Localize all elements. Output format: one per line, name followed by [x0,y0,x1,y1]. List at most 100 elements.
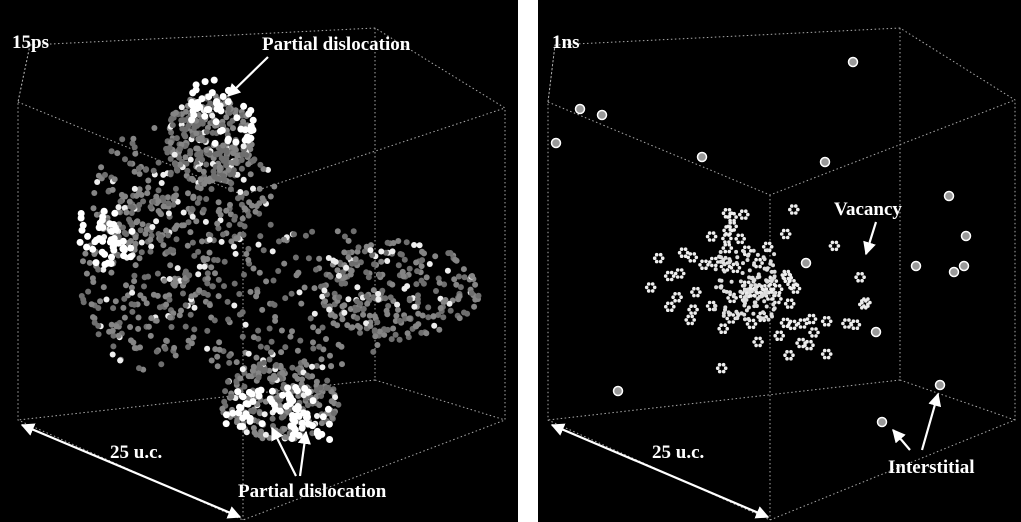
atom [216,277,222,283]
atom [298,301,304,307]
atom [153,194,159,200]
atom [190,195,196,201]
atom [79,227,86,234]
atom [779,331,783,335]
atom [746,258,750,262]
atom [810,334,814,338]
atom [243,190,249,196]
atom [835,241,839,245]
atom [253,293,259,299]
atom [310,324,316,330]
atom [723,262,727,266]
atom [327,353,333,359]
atom [803,325,807,329]
atom [736,270,740,274]
atom [336,273,342,279]
atom [742,250,746,254]
atom [301,358,307,364]
atom [765,305,769,309]
atom [696,294,700,298]
atom [237,221,243,227]
annotation: Vacancy [834,199,902,220]
atom [440,314,446,320]
atom [177,146,183,152]
atom [174,168,180,174]
atom [802,259,811,268]
atom [655,260,659,264]
atom [726,296,730,300]
atom [769,259,773,263]
atom [814,327,818,331]
atom [792,302,796,306]
atom [829,352,833,356]
atom [245,246,251,252]
atom [130,136,136,142]
atom [714,235,718,239]
atom [79,293,85,299]
atom [131,278,137,284]
atom [677,292,681,296]
atom [133,219,139,225]
atom [745,308,749,312]
atom [310,397,317,404]
atom [730,246,734,250]
atom [271,184,277,190]
atom [199,157,205,163]
atom [321,288,327,294]
atom [110,305,116,311]
atom [282,434,288,440]
atom [445,250,451,256]
atom [461,310,467,316]
atom [797,345,801,349]
atom [960,262,969,271]
atom [316,256,322,262]
atom [689,304,693,308]
atom [101,261,108,268]
atom [740,234,744,238]
atom [201,113,208,120]
atom [760,340,764,344]
atom [738,266,742,270]
atom [268,222,274,228]
atom [167,276,173,282]
atom [355,307,361,313]
atom [314,428,321,435]
atom [231,303,237,309]
atom [214,221,220,227]
atom [712,238,716,242]
atom [267,326,273,332]
atom [735,255,739,259]
atom [752,263,756,267]
atom [305,389,312,396]
atom [183,324,189,330]
atom [718,363,722,367]
atom [722,314,726,318]
atom [374,342,380,348]
atom [127,324,133,330]
atom [90,314,96,320]
atom [747,317,751,321]
atom [431,313,437,319]
atom [226,360,232,366]
atom [154,318,160,324]
atom [216,293,222,299]
atom [752,326,756,330]
atom [239,423,246,430]
atom [108,270,114,276]
atom [686,315,690,319]
atom [768,242,772,246]
atom [222,259,228,265]
atom [127,161,133,167]
atom [207,237,213,243]
atom [166,210,172,216]
atom [161,278,167,284]
atom [203,147,209,153]
atom [177,162,183,168]
atom [297,289,303,295]
atom [786,236,790,240]
atom [259,420,266,427]
atom [723,308,727,312]
atom [769,283,773,287]
atom [196,287,202,293]
atom [700,266,704,270]
